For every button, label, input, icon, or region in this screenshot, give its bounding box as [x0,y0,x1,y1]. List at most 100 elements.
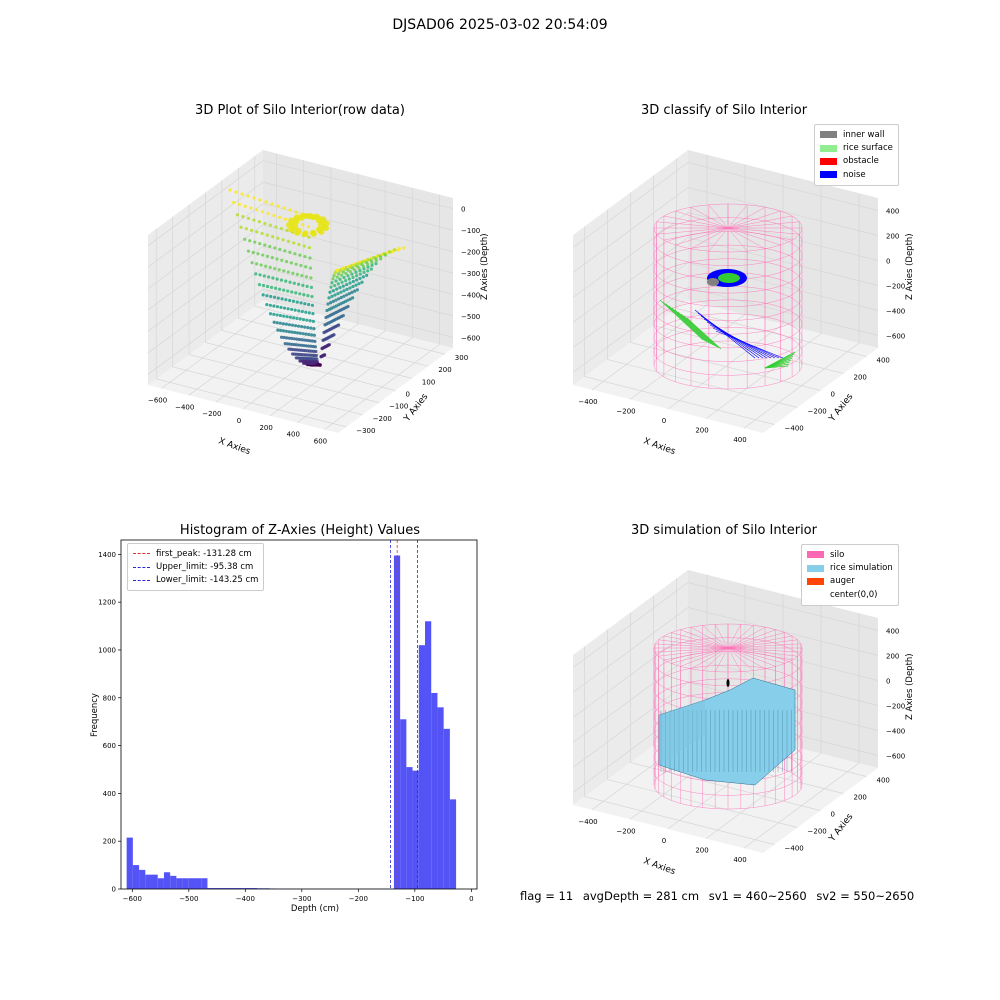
plot1-scatter-point [258,242,262,246]
plot1-scatter-point [284,322,288,326]
plot1-scatter-point [258,273,262,277]
plot1-scatter-point [354,283,358,287]
plot1-scatter-point [303,325,307,329]
legend-label: center(0,0) [830,589,878,600]
plot1-scatter-point [305,318,309,322]
plot1-scatter-point [379,257,383,261]
plot1-scatter-point [304,265,308,269]
plot2-ytick-label: 0 [831,391,835,399]
plot1-scatter-point [295,300,299,304]
plot1-scatter-point [310,214,316,221]
plot1-scatter-point [248,239,252,243]
plot1-scatter-point [341,270,345,274]
plot1-scatter-point [292,316,296,320]
histogram-bar [176,878,183,889]
plot1-scatter-point [327,343,331,347]
plot1-ytick-label: 0 [406,391,410,399]
plot1-scatter-point [235,213,239,217]
plot4-silo-spoke [680,647,729,667]
plot1-scatter-point [334,298,338,302]
plot4-silo-spoke [727,635,793,649]
plot2-inner-wall-cluster [707,278,719,286]
plot4-silo-spoke [658,639,729,649]
plot2-silo-spoke [663,215,729,229]
plot1-scatter-point [345,282,349,287]
plot1-scatter-point [344,271,348,276]
histogram-bar [437,707,444,889]
plot4-silo-spoke [663,647,729,661]
plot4-silo-spoke [727,643,801,649]
plot1-scatter-point [374,259,378,263]
plot1-scatter-point [336,282,340,286]
plot1-scatter-point [276,328,280,332]
plot1-scatter-point [333,293,337,297]
plot1-scatter-point [288,280,292,284]
legend-line-sample [133,566,150,568]
plot2-rice-surface-line [668,305,710,344]
histogram-bar [145,874,152,889]
histogram-bar [139,869,146,889]
plot1-scatter-point [312,333,316,337]
plot1-scatter-point [331,277,335,281]
plot2-xtick-label: 400 [733,436,746,444]
plot1-scatter-point [350,290,354,294]
plot1-scatter-point [355,274,359,278]
plot1-scatter-point [290,307,294,312]
plot1-scatter-point [339,295,343,300]
plot1-scatter-point [307,246,312,250]
figure-title: DJSAD06 2025-03-02 20:54:09 [392,17,608,33]
plot1-scatter-point [282,269,286,273]
plot1-scatter-point [342,289,346,293]
plot1-grid-x [215,167,332,403]
plot1-scatter-point [294,214,300,221]
histogram-bar [188,878,196,889]
plot1-grid-z [147,181,454,268]
histogram-bar [126,837,133,889]
plot2-silo-spoke [727,206,766,229]
histogram-ytick-label: 1400 [98,551,116,559]
plot2-silo-spoke [656,221,729,229]
plot1-scatter-point [292,342,297,347]
histogram-bar [151,874,158,889]
plot2-grid-z [572,237,879,323]
plot1-scatter-point [336,291,340,296]
plot2-rice-surface-line [665,303,708,343]
plot1-scatter-point [278,215,282,219]
plot1-scatter-point [328,290,332,294]
plot2-xtick-label: −200 [616,407,635,415]
legend-item: first_peak: -131.28 cm [133,547,258,560]
plot4-xtick-label: −400 [578,818,597,826]
plot2-silo-spoke [690,206,729,229]
plot1-scatter-point [357,266,361,270]
plot1-scatter-point [268,312,273,316]
plot1-scatter-point [366,265,370,269]
plot1-scatter-point [297,242,301,247]
legend-label: noise [843,169,866,180]
plot1-scatter-point [365,273,369,277]
histogram-bar [406,767,413,889]
histogram-bar [250,888,258,889]
plot1-scatter-point [282,335,286,340]
plot1-scatter-point [295,331,300,335]
plot1-ytick-label: −100 [389,403,408,411]
histogram-xtick-label: −100 [405,895,424,903]
plot1-scatter-point [335,275,339,279]
histogram-xlabel: Depth (cm) [291,904,339,914]
plot1-scatter-point [318,228,325,235]
plot4-silo-spoke [727,647,776,667]
plot1-grid-x [188,160,305,396]
plot1-scatter-point [268,244,272,249]
plot1-scatter-point [278,313,282,318]
plot1-scatter-point [243,237,247,241]
plot1-scatter-point [257,220,261,224]
plot1-grid-x [297,187,413,423]
plot1-scatter-point [353,289,357,293]
plot1-scatter-point [272,304,276,308]
plot2-grid-y [607,209,798,408]
plot1-scatter-point [290,342,294,346]
plot1-scatter-point [323,353,327,357]
plot1-scatter-point [323,220,330,227]
plot1-scatter-point [239,225,243,229]
plot1-scatter-point [313,345,317,349]
plot1-scatter-point [370,263,374,268]
